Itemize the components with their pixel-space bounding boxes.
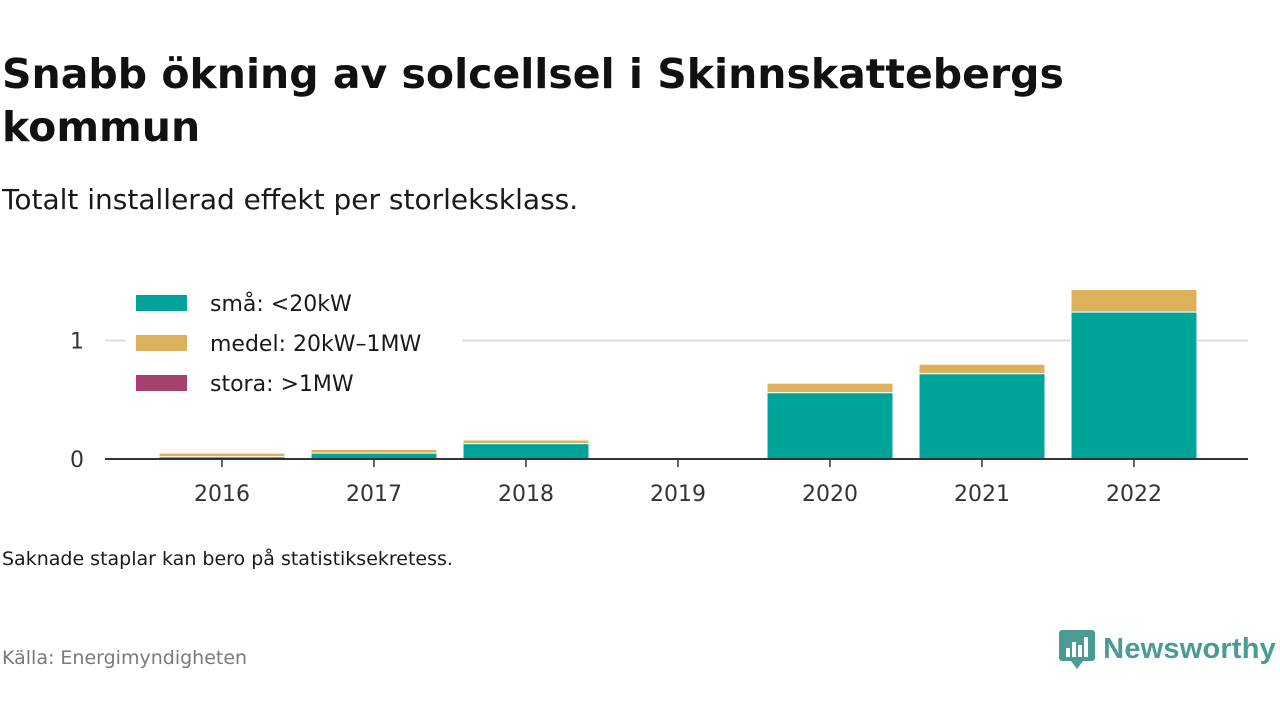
y-tick-label-1: 1 (70, 330, 84, 355)
x-tick-label-2018: 2018 (498, 482, 554, 507)
bar-2020-series-1 (766, 382, 894, 394)
legend: små: <20kW medel: 20kW–1MW stora: >1MW (126, 277, 462, 407)
bar-2022-series-0 (1070, 311, 1198, 460)
stacked-bar-chart: 0 1 2016 2017 2018 2019 2020 2021 2022 små: <20k… (70, 277, 1248, 507)
bar-2022-series-1 (1070, 289, 1198, 313)
x-tick-label-2020: 2020 (802, 482, 858, 507)
bar-2018-series-1 (462, 439, 590, 445)
bar-2017-series-1 (310, 449, 438, 454)
x-tick-label-2021: 2021 (954, 482, 1010, 507)
chart-title: Snabb ökning av solcellsel i Skinnskatte… (2, 50, 1064, 151)
axis-layer: 0 1 2016 2017 2018 2019 2020 2021 2022 (70, 330, 1248, 507)
bar-2020-series-0 (766, 392, 894, 460)
legend-swatch-2 (136, 375, 187, 391)
y-tick-label-0: 0 (70, 448, 84, 473)
bar-2016-series-1 (158, 452, 286, 458)
brand-name: Newsworthy (1103, 632, 1276, 665)
bars-layer (158, 289, 1198, 460)
footnote: Saknade staplar kan bero på statistiksek… (2, 548, 453, 570)
legend-label-1: medel: 20kW–1MW (210, 332, 421, 357)
legend-label-0: små: <20kW (210, 291, 352, 317)
legend-label-2: stora: >1MW (210, 372, 354, 397)
chart-subtitle: Totalt installerad effekt per storlekskl… (2, 183, 579, 216)
bar-2021-series-0 (918, 373, 1046, 460)
x-tick-label-2019: 2019 (650, 482, 706, 507)
legend-swatch-1 (136, 335, 187, 351)
legend-swatch-0 (136, 295, 187, 311)
bar-2021-series-1 (918, 363, 1046, 375)
x-tick-label-2017: 2017 (346, 482, 402, 507)
chart-container: 0 1 2016 2017 2018 2019 2020 2021 2022 små: <20k… (0, 270, 1280, 520)
x-tick-label-2016: 2016 (194, 482, 250, 507)
newsworthy-logo-icon (1059, 630, 1096, 669)
bar-2018-series-0 (462, 443, 590, 460)
x-tick-label-2022: 2022 (1106, 482, 1162, 507)
brand-logo: Newsworthy (1059, 628, 1276, 670)
source-credit: Källa: Energimyndigheten (2, 647, 248, 669)
